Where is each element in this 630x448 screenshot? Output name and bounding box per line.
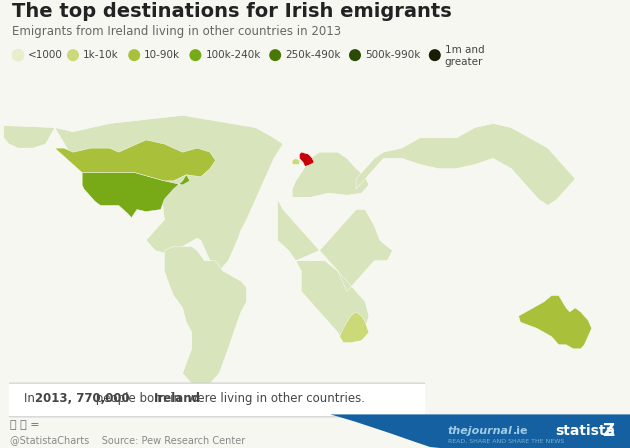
Text: Emigrants from Ireland living in other countries in 2013: Emigrants from Ireland living in other c… — [12, 25, 341, 38]
Polygon shape — [278, 199, 392, 343]
Text: 100k-240k: 100k-240k — [205, 50, 261, 60]
Polygon shape — [292, 152, 369, 197]
Polygon shape — [164, 246, 246, 383]
Text: <1000: <1000 — [28, 50, 63, 60]
Text: 10-90k: 10-90k — [144, 50, 180, 60]
Circle shape — [429, 49, 441, 61]
Circle shape — [128, 49, 140, 61]
Text: 500k-990k: 500k-990k — [365, 50, 420, 60]
Text: 250k-490k: 250k-490k — [285, 50, 341, 60]
Text: Ⓒ ⓘ =: Ⓒ ⓘ = — [10, 421, 40, 431]
Circle shape — [269, 49, 281, 61]
Text: .ie: .ie — [513, 426, 529, 436]
Text: Ireland: Ireland — [154, 392, 200, 405]
FancyBboxPatch shape — [1, 383, 430, 417]
Polygon shape — [4, 115, 283, 271]
Text: people born in: people born in — [92, 392, 185, 405]
Text: In: In — [24, 392, 38, 405]
Text: The top destinations for Irish emigrants: The top destinations for Irish emigrants — [12, 2, 452, 21]
Text: statista: statista — [555, 424, 615, 438]
Circle shape — [67, 49, 79, 61]
PathPatch shape — [330, 414, 630, 448]
Polygon shape — [292, 158, 299, 164]
Text: were living in other countries.: were living in other countries. — [184, 392, 365, 405]
Circle shape — [190, 49, 202, 61]
Text: READ, SHARE AND SHARE THE NEWS: READ, SHARE AND SHARE THE NEWS — [448, 439, 564, 444]
Polygon shape — [356, 124, 575, 206]
Text: 1m and: 1m and — [445, 45, 484, 55]
Polygon shape — [518, 296, 592, 349]
Text: 2013, 770,000: 2013, 770,000 — [35, 392, 130, 405]
Text: thejournal: thejournal — [448, 426, 513, 436]
Text: 1k-10k: 1k-10k — [83, 50, 118, 60]
Polygon shape — [55, 140, 215, 181]
Polygon shape — [340, 312, 369, 343]
Circle shape — [12, 49, 24, 61]
Text: @StatistaCharts    Source: Pew Research Center: @StatistaCharts Source: Pew Research Cen… — [10, 435, 245, 445]
Polygon shape — [82, 172, 190, 218]
Circle shape — [349, 49, 361, 61]
Text: Z: Z — [602, 422, 614, 439]
Polygon shape — [299, 152, 314, 168]
Text: greater: greater — [445, 57, 483, 67]
